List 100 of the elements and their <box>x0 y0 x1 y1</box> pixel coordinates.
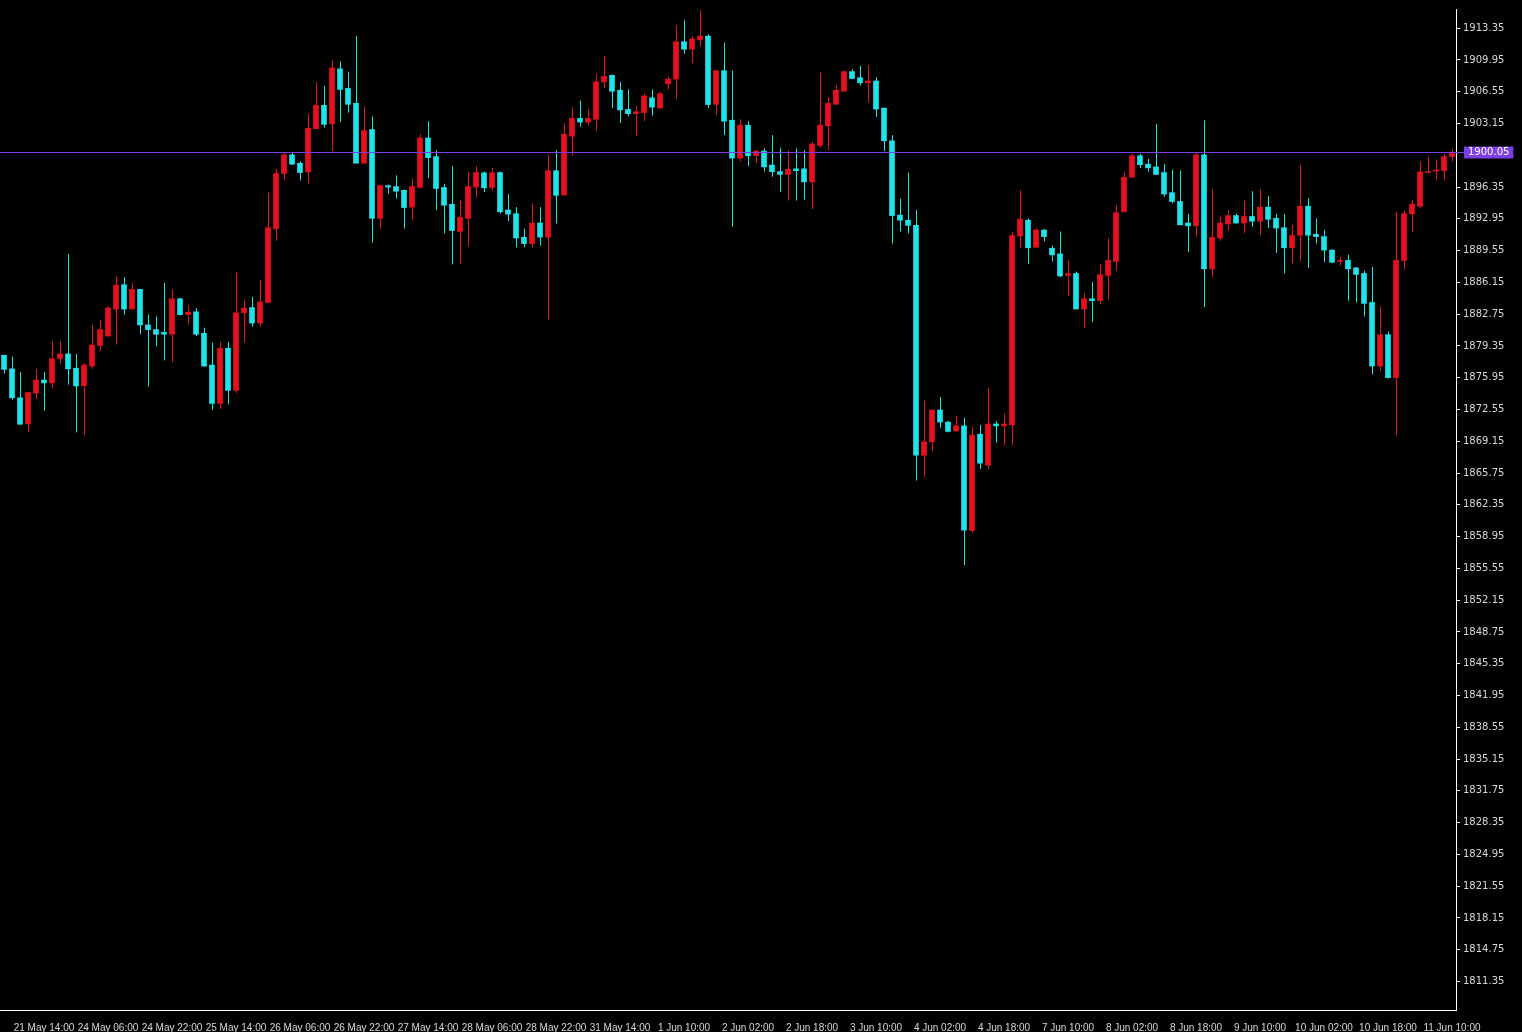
candlestick <box>1033 227 1039 248</box>
x-tick-label: 10 Jun 02:00 <box>1295 1021 1354 1032</box>
candlestick <box>401 188 407 230</box>
candlestick <box>441 183 447 234</box>
x-tick-label: 25 May 14:00 <box>205 1021 267 1032</box>
candlestick <box>1353 266 1359 303</box>
x-tick-label: 2 Jun 02:00 <box>721 1021 775 1032</box>
x-tick-label: 4 Jun 02:00 <box>913 1021 967 1032</box>
y-tick-label: 1882.75 <box>1463 307 1505 319</box>
y-tick-label: 1892.95 <box>1463 212 1505 224</box>
candlestick <box>249 296 255 328</box>
candlestick <box>337 60 343 123</box>
x-tick-label: 26 May 22:00 <box>333 1021 395 1032</box>
x-tick-label: 28 May 06:00 <box>461 1021 523 1032</box>
x-tick-label: 28 May 22:00 <box>525 1021 587 1032</box>
y-tick-label: 1858.95 <box>1463 530 1505 542</box>
candlestick <box>65 253 71 386</box>
candlestick <box>793 147 799 202</box>
candlestick <box>473 165 479 199</box>
ref-line-label: 1900.05 <box>1468 146 1510 158</box>
candlestick <box>57 340 63 365</box>
x-tick-label: 1 Jun 10:00 <box>657 1021 711 1032</box>
x-tick-label: 24 May 22:00 <box>141 1021 203 1032</box>
y-tick-label: 1845.35 <box>1463 657 1505 669</box>
y-tick-label: 1838.55 <box>1463 720 1505 732</box>
candlestick <box>457 199 463 265</box>
candlestick <box>33 368 39 400</box>
candlestick <box>1225 209 1231 232</box>
candlestick <box>521 228 527 248</box>
candlestick <box>761 147 767 173</box>
x-tick-label: 21 May 14:00 <box>13 1021 75 1032</box>
candlestick <box>1185 213 1191 253</box>
candlestick <box>489 167 495 191</box>
candlestick <box>1321 229 1327 263</box>
y-tick-label: 1828.35 <box>1463 816 1505 828</box>
y-tick-label: 1862.35 <box>1463 498 1505 510</box>
candlestick <box>81 362 87 436</box>
candlestick <box>97 319 103 352</box>
y-tick-label: 1869.15 <box>1463 434 1505 446</box>
y-tick-label: 1906.55 <box>1463 85 1505 97</box>
candlestick <box>1313 217 1319 245</box>
candlestick <box>241 299 247 344</box>
candlestick <box>577 100 583 128</box>
candlestick <box>1257 188 1263 236</box>
candlestick <box>681 19 687 55</box>
y-tick-label: 1909.95 <box>1463 53 1505 65</box>
candlestick <box>609 73 615 109</box>
x-tick-label: 24 May 06:00 <box>77 1021 139 1032</box>
y-tick-label: 1824.95 <box>1463 847 1505 859</box>
y-tick-label: 1865.75 <box>1463 466 1505 478</box>
candlestick <box>145 314 151 388</box>
x-tick-label: 11 Jun 10:00 <box>1423 1021 1481 1032</box>
candlestick <box>481 171 487 193</box>
candlestick <box>1249 190 1255 228</box>
candlestick <box>601 55 607 89</box>
candlestick <box>769 134 775 178</box>
candlestick <box>897 198 903 232</box>
y-tick-label: 1875.95 <box>1463 371 1505 383</box>
y-tick-label: 1913.35 <box>1463 21 1505 33</box>
candlestick <box>321 85 327 129</box>
candlestick <box>625 88 631 117</box>
candlestick <box>1089 281 1095 323</box>
candlestick <box>785 149 791 202</box>
candlestick <box>129 282 135 310</box>
y-tick-label: 1814.75 <box>1463 943 1505 955</box>
candlestick <box>1161 163 1167 198</box>
candlestick <box>409 177 415 221</box>
candlestick <box>1057 230 1063 278</box>
candlestick <box>1081 292 1087 329</box>
candlestick <box>161 282 167 361</box>
y-tick-label: 1872.55 <box>1463 403 1505 415</box>
candlestick <box>649 88 655 117</box>
candlestick <box>697 9 703 47</box>
candlestick <box>89 324 95 370</box>
x-tick-label: 8 Jun 18:00 <box>1169 1021 1223 1032</box>
x-tick-label: 27 May 14:00 <box>397 1021 459 1032</box>
candlestick <box>297 160 303 182</box>
candlestick <box>1153 123 1159 175</box>
x-tick-label: 3 Jun 10:00 <box>849 1021 903 1032</box>
y-tick-label: 1818.15 <box>1463 911 1505 923</box>
candlestick <box>1289 224 1295 264</box>
candlestick <box>825 96 831 151</box>
candlestick <box>193 307 199 337</box>
candlestick <box>281 152 287 182</box>
candlestick <box>41 371 47 412</box>
x-tick-label: 9 Jun 10:00 <box>1233 1021 1287 1032</box>
candlestick <box>73 353 79 433</box>
candlestick <box>569 106 575 157</box>
y-tick-label: 1896.35 <box>1463 180 1505 192</box>
y-tick-label: 1831.75 <box>1463 784 1505 796</box>
y-tick-label: 1879.35 <box>1463 339 1505 351</box>
candlestick <box>1129 153 1135 178</box>
candlestick <box>1273 213 1279 254</box>
candlestick <box>921 400 927 478</box>
candlestick <box>937 396 943 429</box>
candlestick <box>1065 259 1071 297</box>
candlestick <box>689 35 695 64</box>
candlestick <box>633 105 639 137</box>
candlestick <box>857 65 863 87</box>
x-tick-label: 7 Jun 10:00 <box>1041 1021 1095 1032</box>
